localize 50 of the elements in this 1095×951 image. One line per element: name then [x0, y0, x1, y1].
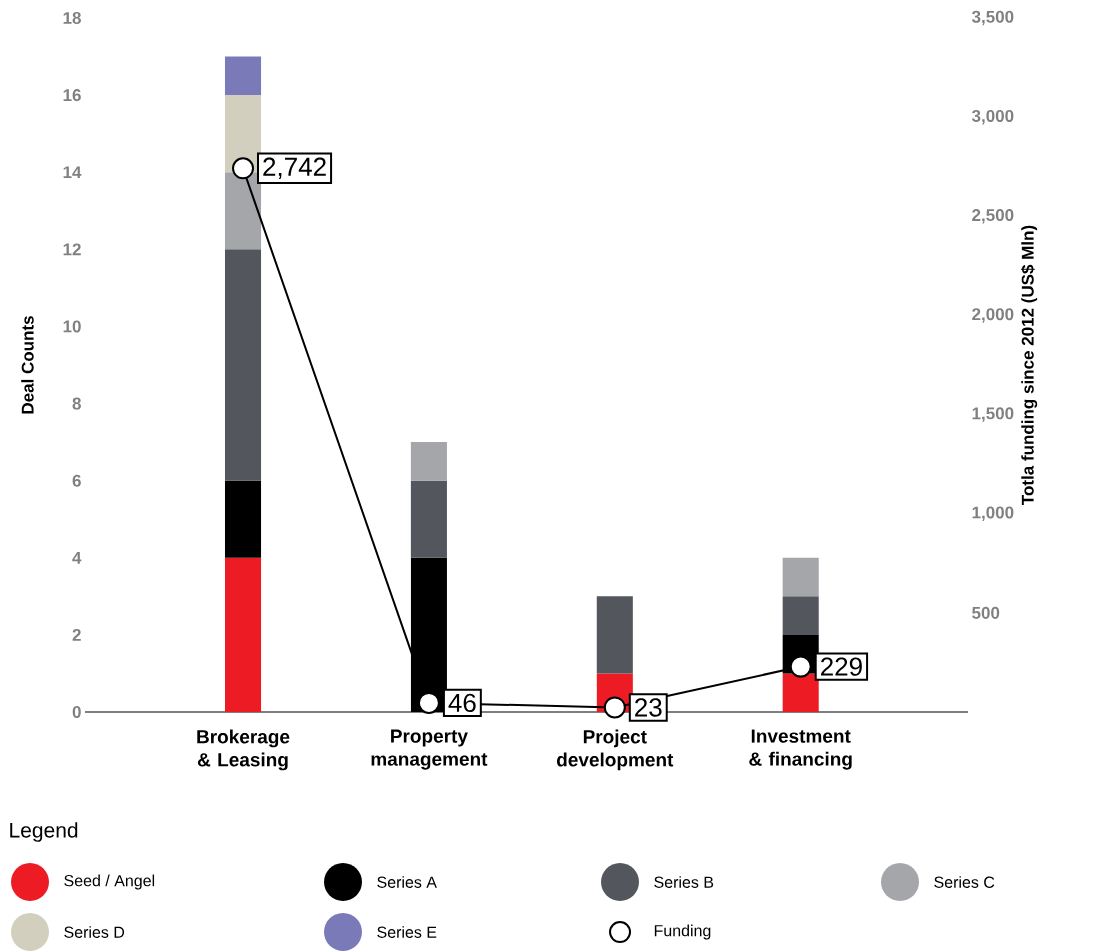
- data-label: 23: [635, 698, 662, 717]
- point: [232, 157, 255, 180]
- y-tick-label: 14: [63, 166, 82, 179]
- point: [603, 696, 626, 719]
- y-tick-label: 8: [72, 397, 81, 410]
- bar: [782, 673, 819, 713]
- bar: [782, 596, 819, 635]
- legend-label: Series C: [934, 876, 995, 888]
- bar: [224, 56, 262, 96]
- bar: [224, 249, 262, 481]
- bar: [410, 442, 447, 481]
- y2-axis-title: Totla funding since 2012 (US$ Mln): [1020, 225, 1038, 505]
- y-tick-label: 12: [63, 243, 81, 256]
- x-tick-label: Brokerage & Leasing: [197, 729, 290, 771]
- point: [417, 691, 440, 714]
- y-tick-label: 6: [72, 474, 81, 487]
- data-label: 46: [448, 693, 476, 713]
- legend-label: Series D: [64, 926, 125, 938]
- bar: [596, 596, 633, 674]
- legend-label: Series E: [377, 926, 437, 938]
- point: [789, 655, 812, 678]
- y-tick-label: 16: [63, 89, 81, 102]
- legend-label: Series A: [377, 876, 437, 888]
- data-label: 229: [821, 657, 862, 676]
- y-tick-label: 10: [63, 320, 81, 333]
- y2-tick-label: 2,500: [972, 209, 1014, 224]
- y-axis-title: Deal Counts: [21, 316, 34, 414]
- y2-tick-label: 1,500: [972, 407, 1014, 422]
- bar: [224, 557, 262, 713]
- y-tick-label: 4: [72, 551, 82, 564]
- y2-tick-label: 1,000: [972, 506, 1014, 521]
- bar: [782, 557, 819, 597]
- y2-tick-label: 3,500: [971, 10, 1014, 26]
- legend-label: Funding: [654, 924, 711, 940]
- x-tick-label: Property management: [371, 729, 488, 770]
- y2-tick-label: 2,000: [972, 308, 1014, 323]
- legend-label: Seed / Angel: [64, 874, 155, 890]
- y-tick-label: 18: [63, 11, 81, 25]
- bar: [224, 480, 262, 558]
- y-tick-label: 0: [72, 705, 81, 719]
- y-tick-label: 2: [72, 628, 81, 641]
- y2-tick-label: 500: [972, 606, 1000, 619]
- bar: [224, 172, 262, 250]
- x-tick-label: Project development: [556, 729, 674, 771]
- x-tick-label: Investment & financing: [749, 729, 852, 770]
- legend-title: Legend: [10, 822, 78, 842]
- legend-label: Series B: [654, 876, 714, 888]
- bar: [410, 480, 447, 558]
- data-label: 2,742: [263, 157, 326, 180]
- y2-tick-label: 3,000: [971, 109, 1014, 125]
